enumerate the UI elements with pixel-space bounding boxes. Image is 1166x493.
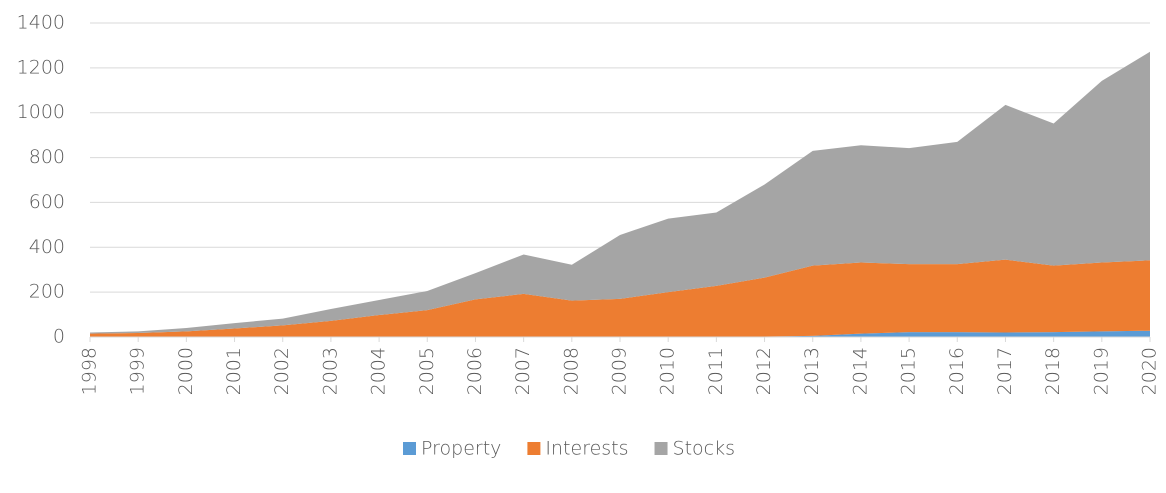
y-tick-label: 400 xyxy=(29,236,65,258)
x-tick-label: 2020 xyxy=(1139,347,1161,395)
x-tick-label: 2016 xyxy=(946,347,968,395)
x-tick-label: 2004 xyxy=(368,347,390,395)
y-tick-label: 1400 xyxy=(17,12,65,34)
legend-swatch xyxy=(527,442,541,455)
x-tick-label: 2006 xyxy=(464,347,486,395)
legend-label: Interests xyxy=(545,438,628,460)
x-tick-label: 2019 xyxy=(1090,347,1112,395)
area xyxy=(90,51,1150,334)
x-tick-label: 2010 xyxy=(657,347,679,395)
y-tick-label: 1000 xyxy=(17,101,65,123)
x-tick-label: 2009 xyxy=(609,347,631,395)
x-tick-label: 2002 xyxy=(271,347,293,395)
x-tick-label: 2007 xyxy=(512,347,534,395)
y-tick-label: 1200 xyxy=(17,56,65,78)
x-tick-label: 2000 xyxy=(175,347,197,395)
x-tick-label: 2013 xyxy=(801,347,823,395)
x-tick-label: 1998 xyxy=(79,347,101,395)
y-tick-label: 800 xyxy=(29,146,65,168)
x-tick-label: 2015 xyxy=(898,347,920,395)
area xyxy=(90,259,1150,337)
y-tick-label: 0 xyxy=(53,326,65,348)
legend-swatch xyxy=(654,442,668,455)
area xyxy=(90,330,1150,337)
legend-swatch xyxy=(403,442,416,455)
x-tick-label: 2018 xyxy=(1042,347,1064,395)
x-tick-label: 2005 xyxy=(416,347,438,395)
y-tick-label: 600 xyxy=(29,191,65,213)
legend: Property Interests Stocks xyxy=(403,438,735,460)
legend-label: Property xyxy=(421,438,501,460)
x-tick-label: 2001 xyxy=(223,347,245,395)
y-tick-label: 200 xyxy=(29,281,65,303)
x-tick-label: 2011 xyxy=(705,347,727,395)
x-tick-label: 2003 xyxy=(319,347,341,395)
legend-label: Stocks xyxy=(673,438,735,460)
x-tick-label: 1999 xyxy=(127,347,149,395)
x-tick-label: 2008 xyxy=(560,347,582,395)
x-tick-label: 2017 xyxy=(994,347,1016,395)
x-tick-label: 2012 xyxy=(753,347,775,395)
x-tick-label: 2014 xyxy=(849,347,871,395)
